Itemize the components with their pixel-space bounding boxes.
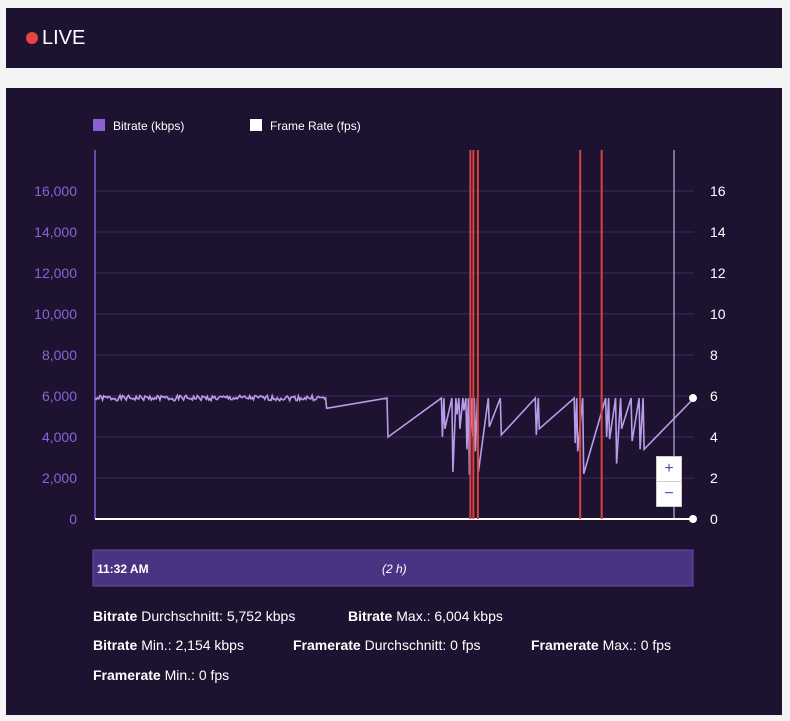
zoom-in-button[interactable]: + bbox=[664, 460, 674, 477]
legend-label-1: Frame Rate (fps) bbox=[270, 119, 361, 133]
series-bitrate-end-point bbox=[689, 394, 697, 403]
stream-stats-panel: Bitrate (kbps) Frame Rate (fps) 0 2,000 4,0… bbox=[6, 88, 782, 715]
chart-axes: 0 2,000 4,000 6,000 8,000 10,000 12,000 14,000 1… bbox=[34, 150, 726, 527]
y-right-tick-3: 6 bbox=[710, 388, 718, 404]
chart-series bbox=[94, 392, 697, 523]
live-header: LIVE bbox=[6, 8, 782, 68]
y-right-tick-8: 16 bbox=[710, 183, 726, 199]
legend-label-0: Bitrate (kbps) bbox=[113, 119, 184, 133]
y-left-tick-5: 10,000 bbox=[34, 306, 77, 322]
y-right-tick-0: 0 bbox=[710, 511, 718, 527]
y-left-tick-3: 6,000 bbox=[42, 388, 77, 404]
y-left-tick-7: 14,000 bbox=[34, 224, 77, 240]
zoom-controls: + − bbox=[656, 456, 682, 507]
y-right-tick-5: 10 bbox=[710, 306, 726, 322]
series-framerate-end-point bbox=[689, 515, 697, 523]
y-left-tick-8: 16,000 bbox=[34, 183, 77, 199]
y-left-tick-4: 8,000 bbox=[42, 347, 77, 363]
timeline-duration-label: (2 h) bbox=[382, 562, 407, 576]
y-right-tick-6: 12 bbox=[710, 265, 726, 281]
bitrate-framerate-chart: Bitrate (kbps) Frame Rate (fps) 0 2,000 4,0… bbox=[34, 119, 726, 587]
live-label: LIVE bbox=[42, 26, 86, 49]
zoom-out-button[interactable]: − bbox=[657, 481, 681, 506]
chart-legend: Bitrate (kbps) Frame Rate (fps) bbox=[93, 119, 361, 133]
y-left-tick-2: 4,000 bbox=[42, 429, 77, 445]
y-left-tick-1: 2,000 bbox=[42, 470, 77, 486]
y-right-tick-7: 14 bbox=[710, 224, 726, 240]
y-left-tick-0: 0 bbox=[69, 511, 77, 527]
timeline-bar bbox=[92, 549, 694, 587]
y-right-tick-2: 4 bbox=[710, 429, 718, 445]
timeline-start-label: 11:32 AM bbox=[97, 562, 149, 576]
y-right-tick-1: 2 bbox=[710, 470, 718, 486]
live-dot-icon bbox=[26, 32, 38, 44]
y-left-tick-6: 12,000 bbox=[34, 265, 77, 281]
series-bitrate-line bbox=[94, 392, 695, 475]
legend-swatch-1 bbox=[250, 119, 262, 131]
legend-swatch-0 bbox=[93, 119, 105, 131]
chart-grid bbox=[95, 190, 694, 479]
timeline-navigator: 11:32 AM (2 h) bbox=[92, 549, 694, 587]
y-right-tick-4: 8 bbox=[710, 347, 718, 363]
chart-markers bbox=[469, 150, 603, 519]
